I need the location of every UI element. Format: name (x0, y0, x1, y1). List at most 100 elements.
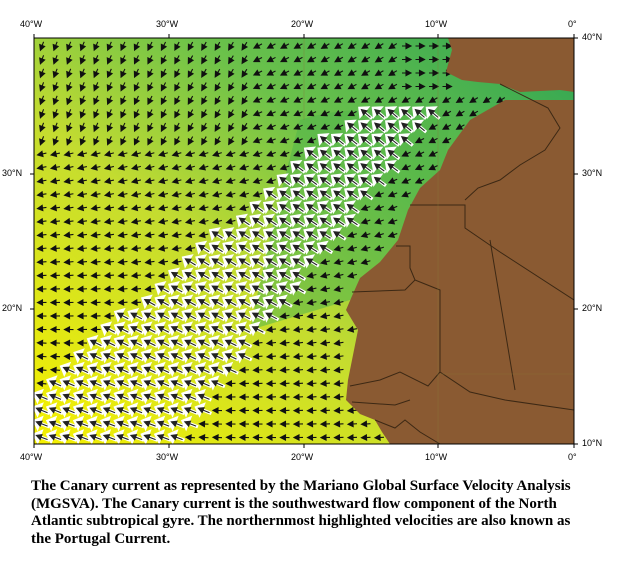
velocity-arrow (228, 68, 235, 78)
velocity-arrow (333, 203, 345, 212)
velocity-arrow (116, 339, 129, 347)
velocity-arrow (292, 176, 304, 185)
velocity-arrow (211, 326, 224, 333)
velocity-arrow (210, 380, 224, 387)
velocity-arrow (102, 366, 116, 374)
velocity-arrow (48, 420, 62, 428)
velocity-arrow (185, 150, 195, 158)
velocity-arrow (374, 231, 384, 239)
velocity-arrow (442, 82, 453, 91)
velocity-arrow (225, 177, 236, 185)
velocity-arrow (252, 406, 263, 414)
velocity-arrow (374, 217, 384, 225)
velocity-arrow (442, 123, 452, 130)
velocity-arrow (360, 231, 371, 239)
velocity-arrow (333, 176, 345, 185)
velocity-arrow (102, 380, 116, 387)
velocity-arrow (239, 150, 249, 157)
velocity-arrow (279, 420, 290, 428)
velocity-arrow (265, 244, 277, 253)
velocity-arrow (252, 109, 263, 117)
velocity-arrow (225, 217, 236, 225)
velocity-arrow (266, 42, 276, 49)
velocity-arrow (347, 96, 357, 103)
velocity-arrow (346, 190, 358, 199)
velocity-arrow (144, 150, 155, 158)
velocity-arrow (347, 69, 357, 76)
velocity-arrow (428, 136, 438, 144)
velocity-arrow (347, 109, 357, 117)
velocity-arrow (79, 55, 87, 65)
velocity-arrow (306, 136, 317, 144)
velocity-arrow (266, 96, 276, 103)
velocity-arrow (90, 217, 101, 225)
velocity-arrow (360, 420, 371, 428)
velocity-arrow (360, 190, 372, 199)
velocity-arrow (120, 95, 127, 106)
velocity-arrow (129, 366, 143, 374)
velocity-arrow (374, 42, 384, 50)
velocity-arrow (63, 244, 74, 252)
velocity-arrow (36, 217, 47, 225)
velocity-arrow (36, 380, 47, 388)
velocity-arrow (388, 55, 398, 63)
velocity-arrow (198, 150, 209, 158)
velocity-arrow (36, 231, 47, 239)
velocity-arrow (144, 271, 155, 279)
velocity-arrow (49, 258, 61, 266)
velocity-arrow (414, 163, 425, 171)
velocity-arrow (36, 258, 47, 266)
velocity-arrow (157, 285, 169, 293)
velocity-arrow (201, 41, 208, 51)
velocity-arrow (174, 41, 181, 52)
velocity-arrow (117, 177, 128, 185)
velocity-arrow (116, 326, 129, 333)
velocity-arrow (184, 299, 197, 306)
velocity-arrow (117, 190, 128, 198)
velocity-arrow (251, 326, 264, 333)
velocity-arrow (225, 420, 236, 428)
velocity-arrow (184, 326, 197, 333)
velocity-arrow (143, 339, 156, 347)
velocity-arrow (170, 353, 183, 360)
velocity-arrow (75, 407, 89, 414)
velocity-arrow (279, 190, 291, 199)
velocity-arrow (49, 353, 61, 361)
velocity-arrow (102, 407, 116, 414)
velocity-arrow (225, 406, 236, 415)
velocity-arrow (319, 271, 331, 279)
velocity-arrow (129, 434, 143, 441)
velocity-arrow (266, 136, 276, 144)
velocity-arrow (89, 339, 102, 347)
velocity-arrow (347, 42, 357, 49)
velocity-arrow (106, 136, 114, 146)
velocity-arrow (36, 244, 47, 252)
velocity-arrow (130, 231, 142, 239)
velocity-arrow (90, 204, 101, 212)
velocity-arrow (198, 177, 209, 185)
velocity-arrow (292, 285, 304, 293)
velocity-arrow (63, 150, 74, 158)
velocity-arrow (133, 68, 141, 79)
velocity-arrow (79, 82, 87, 92)
velocity-arrow (214, 136, 222, 146)
velocity-arrow (103, 244, 115, 252)
velocity-arrow (160, 95, 168, 106)
velocity-arrow (319, 136, 331, 145)
velocity-arrow (157, 299, 170, 306)
velocity-arrow (76, 244, 88, 252)
velocity-arrow (360, 258, 371, 266)
velocity-arrow (306, 420, 317, 428)
velocity-arrow (75, 380, 89, 387)
velocity-arrow (280, 42, 290, 49)
velocity-arrow (319, 203, 331, 212)
velocity-arrow (319, 312, 331, 320)
velocity-arrow (214, 109, 222, 119)
velocity-arrow (197, 326, 210, 333)
velocity-arrow (252, 190, 263, 198)
velocity-arrow (49, 231, 61, 239)
velocity-arrow (414, 136, 425, 144)
velocity-arrow (320, 123, 330, 130)
velocity-arrow (265, 285, 277, 293)
velocity-arrow (212, 177, 222, 185)
